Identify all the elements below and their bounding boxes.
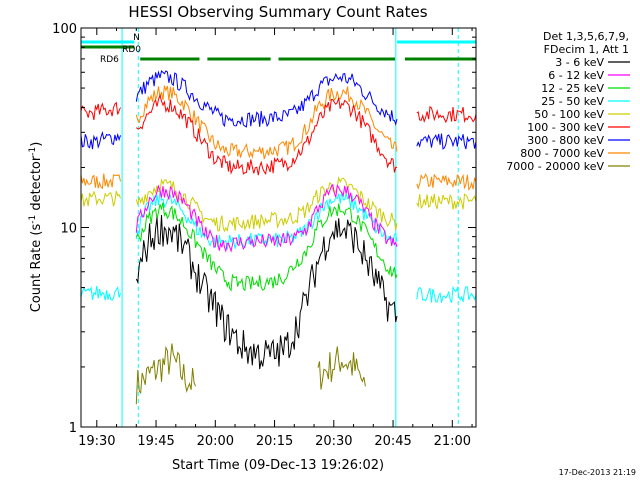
x-tick-label-5: 20:45 [374,434,411,449]
legend-header-line-1: Det 1,3,5,6,7,9, [543,30,629,43]
legend-label-100-300-kev: 100 - 300 keV [527,121,604,134]
series-trace-25-50-kev-0 [80,285,121,301]
series-trace-300-800-kev-0 [80,130,121,150]
y-axis-label-unit: detector [29,155,44,215]
legend-label-800-7000-kev: 800 - 7000 keV [520,147,604,160]
series-trace-50-100-kev-0 [80,190,121,207]
status-label-n: N [133,33,140,43]
series-trace-100-300-kev-1 [135,93,398,176]
y-tick-label-2: 100 [52,22,77,37]
legend-label-7000-20000-kev: 7000 - 20000 keV [506,160,604,173]
series-trace-25-50-kev-1 [135,190,398,250]
series-trace-7000-20000-kev-0 [135,343,197,405]
legend-label-25-50-kev: 25 - 50 keV [541,95,604,108]
legend-label-6-12-kev: 6 - 12 keV [548,69,604,82]
status-label-rd0: RD0 [122,45,141,55]
legend-label-50-100-kev: 50 - 100 keV [534,108,604,121]
x-axis: 19:30 19:45 20:00 20:15 20:30 20:45 21:00 [78,28,473,449]
x-tick-label-6: 21:00 [434,434,471,449]
legend-header-line-2: FDecim 1, Att 1 [544,43,629,56]
x-tick-label-2: 20:00 [197,434,234,449]
y-axis-label: Count Rate (s-1 detector-1) [28,142,44,313]
series-300-800-kev [80,70,477,150]
series-trace-300-800-kev-2 [416,133,477,150]
series-trace-6-12-kev-0 [135,183,398,253]
series-trace-800-7000-kev-1 [135,85,398,160]
series-trace-25-50-kev-2 [416,285,477,303]
series-trace-3-6-kev-0 [135,214,398,370]
y-tick-label-1: 10 [60,222,77,237]
series-trace-7000-20000-kev-1 [317,346,366,390]
series-trace-800-7000-kev-0 [80,173,121,190]
y-axis-label-exp-1: -1 [28,215,38,224]
y-axis-label-exp-2: -1 [28,147,38,156]
y-axis: 1 10 100 [52,22,476,436]
series-trace-300-800-kev-1 [135,70,398,128]
legend-label-12-25-kev: 12 - 25 keV [541,82,604,95]
series-trace-50-100-kev-2 [416,193,477,210]
series-trace-100-300-kev-0 [80,101,121,121]
series-trace-800-7000-kev-2 [416,173,477,191]
series-trace-12-25-kev-0 [135,202,398,292]
legend-label-3-6-kev: 3 - 6 keV [555,56,604,69]
series-6-12-kev [135,183,398,253]
series-100-300-kev [80,93,477,176]
x-axis-label: Start Time (09-Dec-13 19:26:02) [172,458,384,473]
footer-timestamp: 17-Dec-2013 21:19 [559,468,636,477]
y-axis-label-text: Count Rate (s [29,224,44,313]
series-7000-20000-kev [135,343,366,405]
status-label-rd6: RD6 [100,55,119,65]
series-12-25-kev [135,202,398,292]
series-50-100-kev [80,175,477,233]
plot-area [80,28,477,427]
series-800-7000-kev [80,85,477,191]
y-tick-label-0: 1 [69,421,77,436]
x-tick-label-3: 20:15 [256,434,293,449]
x-tick-label-1: 19:45 [137,434,174,449]
chart-title: HESSI Observing Summary Count Rates [128,3,427,21]
x-tick-label-4: 20:30 [315,434,352,449]
series-25-50-kev [80,190,477,303]
y-axis-label-close: ) [29,142,44,147]
x-tick-label-0: 19:30 [78,434,115,449]
series-trace-50-100-kev-1 [135,175,398,233]
legend-label-300-800-kev: 300 - 800 keV [527,134,604,147]
legend: Det 1,3,5,6,7,9, FDecim 1, Att 1 3 - 6 k… [506,30,630,173]
series-3-6-kev [135,214,398,370]
series-trace-100-300-kev-2 [416,105,477,124]
